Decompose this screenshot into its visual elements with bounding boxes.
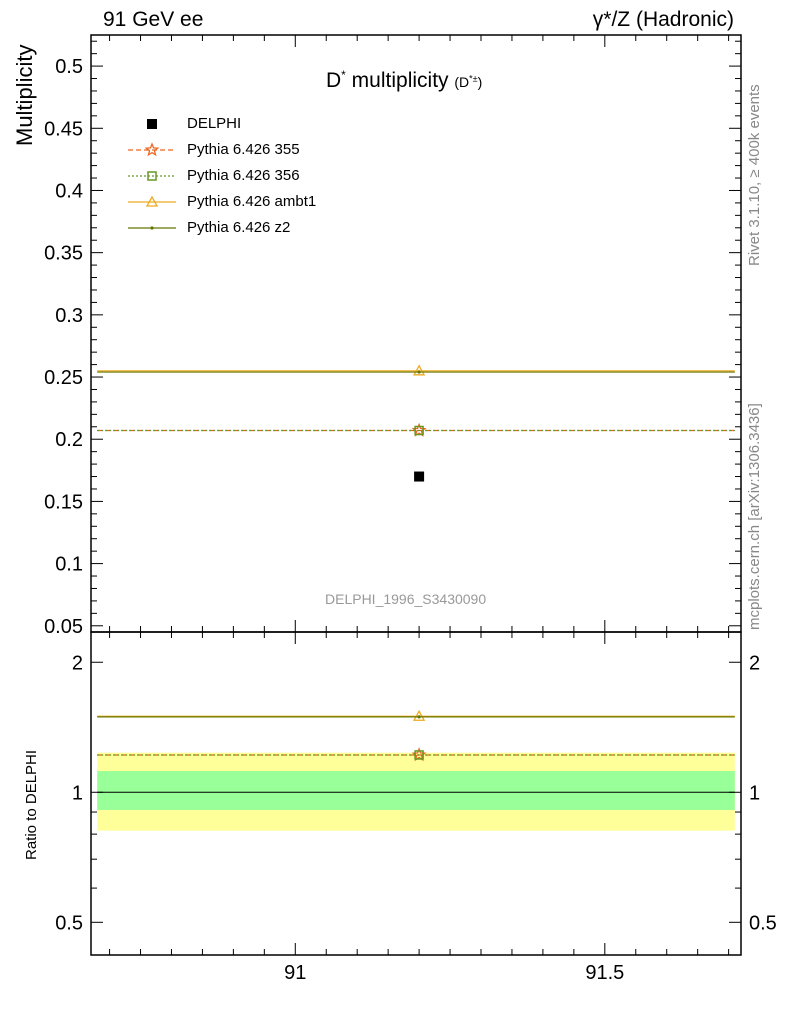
main-marker-pythia-6-426-356 bbox=[414, 425, 424, 436]
rivet-version-label: Rivet 3.1.10, ≥ 400k events bbox=[746, 84, 763, 266]
legend-marker-pythia-6-426-356 bbox=[147, 171, 157, 181]
y-tick-label: 0.4 bbox=[55, 180, 83, 202]
y-tick-label: 0.1 bbox=[55, 554, 83, 576]
y-tick-label: 0.3 bbox=[55, 305, 83, 327]
legend-label-ambt1: Pythia 6.426 ambt1 bbox=[187, 193, 317, 210]
analysis-label: DELPHI_1996_S3430090 bbox=[325, 591, 487, 607]
legend-label-z2: Pythia 6.426 z2 bbox=[187, 219, 291, 236]
data-point-delphi bbox=[414, 471, 425, 482]
uncertainty-band-1 bbox=[97, 771, 735, 810]
ratio-y-tick-label-right: 0.5 bbox=[749, 912, 777, 934]
ratio-frame bbox=[90, 631, 742, 956]
plot-title-d: D bbox=[326, 69, 342, 92]
legend-markers bbox=[128, 119, 176, 230]
axes-frames bbox=[90, 34, 742, 956]
ratio-y-tick-label-left: 2 bbox=[72, 652, 83, 674]
plot-title-paren: (D*±) bbox=[454, 73, 483, 90]
axis-ticks bbox=[91, 35, 741, 955]
ratio-marker-pythia-6-426-z2 bbox=[417, 715, 421, 719]
plot-title: D* multiplicity (D*±) bbox=[326, 68, 482, 93]
mcplots-label: mcplots.cern.ch [arXiv:1306.3436] bbox=[746, 403, 763, 630]
tick-labels: 0.05 0.1 0.15 0.2 0.25 0.3 0.35 0.4 0.45 0.5 91 91.… bbox=[44, 56, 777, 984]
main-marker-pythia-6-426-ambt1 bbox=[412, 364, 426, 376]
legend-marker-pythia-6-426-355 bbox=[144, 142, 160, 157]
y-tick-label: 0.2 bbox=[55, 429, 83, 451]
ratio-y-tick-label-left: 1 bbox=[72, 782, 83, 804]
y-tick-label: 0.35 bbox=[44, 243, 83, 265]
y-tick-label: 0.05 bbox=[44, 616, 83, 638]
ratio-marker-pythia-6-426-356 bbox=[414, 750, 424, 760]
legend-marker-delphi bbox=[147, 119, 157, 129]
y-axis-label-ratio: Ratio to DELPHI bbox=[23, 749, 40, 860]
header-right: γ*/Z (Hadronic) bbox=[592, 8, 734, 31]
ratio-marker-pythia-6-426-ambt1 bbox=[412, 709, 426, 721]
y-axis-label-main: Multiplicity bbox=[12, 44, 37, 146]
x-tick-label: 91 bbox=[284, 962, 306, 984]
y-tick-label: 0.45 bbox=[44, 118, 83, 140]
legend-marker-pythia-6-426-z2 bbox=[150, 226, 154, 230]
ratio-y-tick-label-left: 0.5 bbox=[55, 912, 83, 934]
main-marker-pythia-6-426-z2 bbox=[417, 370, 421, 374]
legend-label-delphi: DELPHI bbox=[187, 115, 242, 132]
ratio-y-tick-label-right: 1 bbox=[749, 782, 760, 804]
data-series bbox=[97, 364, 735, 762]
legend-label-355: Pythia 6.426 355 bbox=[187, 141, 300, 158]
y-tick-label: 0.25 bbox=[44, 367, 83, 389]
plot-title-star: * bbox=[341, 68, 346, 82]
header-left: 91 GeV ee bbox=[103, 8, 204, 31]
plot-title-text: multiplicity bbox=[345, 69, 455, 92]
ratio-y-tick-label-right: 2 bbox=[749, 652, 760, 674]
y-tick-label: 0.15 bbox=[44, 491, 83, 513]
legend-marker-pythia-6-426-ambt1 bbox=[145, 195, 159, 207]
ratio-bands bbox=[97, 752, 735, 831]
x-tick-label: 91.5 bbox=[585, 962, 624, 984]
y-tick-label: 0.5 bbox=[55, 56, 83, 78]
legend-label-356: Pythia 6.426 356 bbox=[187, 167, 300, 184]
